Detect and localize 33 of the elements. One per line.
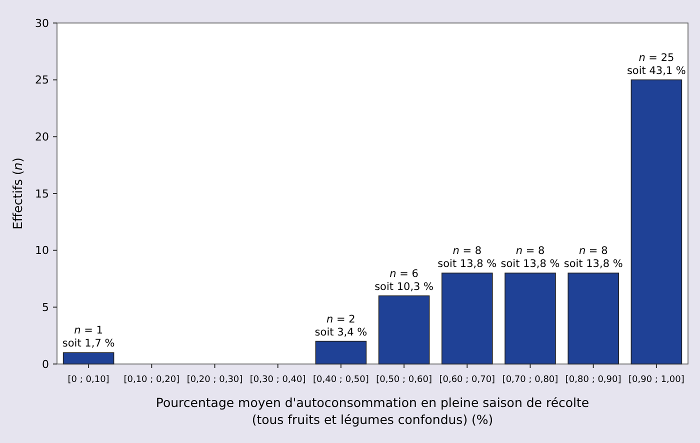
x-tick-label: [0,10 ; 0,20]	[124, 375, 180, 385]
data-label: n = 1 soit 1,7 %	[62, 324, 115, 350]
x-tick-label: [0,50 ; 0,60]	[376, 375, 432, 385]
bar	[378, 295, 430, 364]
data-label: n = 2 soit 3,4 %	[314, 313, 368, 338]
bar	[62, 352, 114, 364]
x-tick-label: [0,40 ; 0,50]	[313, 375, 369, 385]
y-axis-title: Effectifs (n)	[10, 157, 25, 230]
y-tick-label: 5	[42, 301, 49, 314]
x-tick-label: [0,90 ; 1,00]	[628, 375, 684, 385]
y-tick-label: 10	[35, 244, 49, 258]
data-label: n = 8 soit 13,8 %	[564, 245, 623, 270]
x-tick-label: [0,70 ; 0,80]	[502, 375, 558, 385]
bar	[568, 272, 619, 364]
x-tick-label: [0,30 ; 0,40]	[250, 375, 306, 385]
x-tick-label: [0,60 ; 0,70]	[439, 375, 496, 385]
data-label: n = 8 soit 13,8 %	[500, 245, 560, 270]
x-tick-label: [0,80 ; 0,90]	[565, 375, 622, 385]
x-tick-label: [0,20 ; 0,30]	[186, 375, 243, 385]
bar	[504, 272, 556, 364]
y-tick-label: 30	[35, 16, 49, 30]
x-axis-title: Pourcentage moyen d'autoconsommation en pleine saison de récolte (tous fruits et légumes confondus) (%)	[156, 395, 590, 427]
y-tick-label: 20	[35, 130, 49, 144]
data-label: n = 25 soit 43,1 %	[626, 52, 686, 77]
bar	[315, 340, 367, 364]
bar	[630, 79, 682, 364]
data-label: n = 8 soit 13,8 %	[438, 245, 497, 270]
y-tick-label: 0	[42, 358, 49, 371]
y-tick-label: 25	[35, 74, 49, 87]
bar	[442, 272, 493, 364]
y-tick-label: 15	[35, 187, 49, 200]
data-label: n = 6 soit 10,3 %	[374, 268, 434, 293]
x-tick-label: [0 ; 0,10]	[68, 375, 110, 385]
